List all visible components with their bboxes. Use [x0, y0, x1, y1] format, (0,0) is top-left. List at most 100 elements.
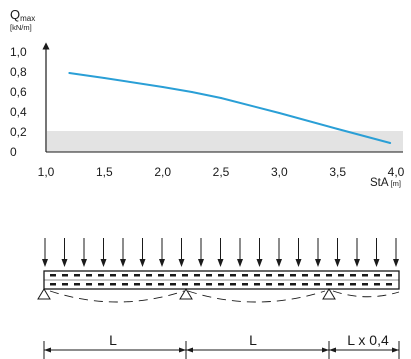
- beam-slot: [326, 274, 332, 277]
- beam-slot: [338, 283, 344, 286]
- beam-slot: [50, 274, 56, 277]
- load-arrow: [217, 238, 224, 267]
- beam-slot: [362, 274, 368, 277]
- load-arrow: [61, 238, 68, 267]
- x-tick-label: 4,0: [388, 165, 405, 179]
- beam-slot: [134, 283, 140, 286]
- load-arrow: [393, 238, 399, 267]
- load-arrow: [178, 238, 185, 267]
- x-axis-label: StA [m]: [370, 177, 401, 189]
- beam-slot: [158, 283, 164, 286]
- beam-slot: [218, 283, 224, 286]
- beam-slot: [74, 274, 80, 277]
- beam-slot: [230, 283, 236, 286]
- beam-slot: [290, 274, 296, 277]
- beam-slot: [206, 283, 212, 286]
- beam-slot: [98, 283, 104, 286]
- data-point: [103, 77, 106, 79]
- data-point: [68, 72, 71, 74]
- beam-slot: [74, 283, 80, 286]
- beam-slot: [314, 283, 320, 286]
- deflection-cantilever: [332, 290, 400, 298]
- support-3: [322, 288, 336, 300]
- beam-slot: [218, 274, 224, 277]
- beam-slot: [62, 283, 68, 286]
- beam-slot: [194, 274, 200, 277]
- beam-slot: [170, 274, 176, 277]
- beam-slot: [182, 274, 188, 277]
- load-arrow: [295, 238, 302, 267]
- x-tick-label: 1,5: [96, 165, 113, 179]
- data-point: [161, 86, 164, 88]
- cantilever-label: L x 0,4: [347, 332, 389, 348]
- x-tick-label: 3,5: [329, 165, 346, 179]
- beam-slot: [158, 274, 164, 277]
- load-arrow: [159, 238, 165, 267]
- load-arrow: [354, 238, 360, 267]
- span-label-1: L: [109, 332, 117, 348]
- beam-slot: [290, 283, 296, 286]
- beam-slot: [110, 274, 116, 277]
- beam-slot: [182, 283, 188, 286]
- beam-slot: [206, 274, 212, 277]
- x-tick-labels: 1,0 1,5 2,0 2,5 3,0 3,5 4,0: [38, 165, 405, 179]
- beam-slot: [266, 283, 272, 286]
- beam-slot: [122, 274, 128, 277]
- beam-slot: [242, 283, 248, 286]
- load-arrow: [139, 238, 146, 267]
- beam-slot: [386, 274, 392, 277]
- beam-slot: [386, 283, 392, 286]
- beam-slot: [302, 283, 308, 286]
- beam-slot: [302, 274, 308, 277]
- x-tick-label: 1,0: [38, 165, 55, 179]
- beam-slot: [122, 283, 128, 286]
- load-arrow: [237, 238, 243, 267]
- span-label-2: L: [249, 332, 257, 348]
- y-tick-labels: 0 0,2 0,4 0,6 0,8 1,0: [10, 45, 27, 159]
- load-arrow: [315, 238, 321, 267]
- beam-slot: [146, 274, 152, 277]
- beam-slot: [134, 274, 140, 277]
- x-tick-label: 3,0: [271, 165, 288, 179]
- beam-slot: [242, 274, 248, 277]
- beam-slot: [314, 274, 320, 277]
- shaded-band: [47, 131, 403, 152]
- y-tick-label: 1,0: [10, 45, 27, 59]
- beam-diagram: L L L x 0,4: [37, 238, 400, 359]
- beam-slot: [326, 283, 332, 286]
- beam-slot: [350, 283, 356, 286]
- beam-slot: [278, 283, 284, 286]
- data-point: [389, 142, 392, 144]
- beam-pattern: [50, 274, 392, 286]
- beam-slot: [254, 283, 260, 286]
- beam-slot: [98, 274, 104, 277]
- deflection-span-1: [49, 290, 185, 303]
- beam-slot: [374, 283, 380, 286]
- dim-arrows-cantilever: [329, 347, 399, 353]
- beam-slot: [230, 274, 236, 277]
- beam-slot: [362, 283, 368, 286]
- chart: Qmax [kN/m] 0 0,2 0,4 0,6 0,8 1,0 1,0 1,5 2,0 2,…: [10, 7, 405, 189]
- load-arrow: [198, 238, 204, 267]
- data-point: [220, 97, 222, 99]
- beam-slot: [266, 274, 272, 277]
- load-arrow: [100, 238, 107, 267]
- beam-slot: [374, 274, 380, 277]
- load-arrows: [42, 238, 399, 267]
- beam-slot: [170, 283, 176, 286]
- x-tick-label: 2,5: [213, 165, 230, 179]
- load-arrow: [256, 238, 263, 267]
- y-tick-label: 0,2: [10, 125, 27, 139]
- load-arrow: [42, 238, 48, 267]
- load-arrow: [334, 238, 341, 267]
- series-line: [69, 72, 391, 144]
- y-tick-label: 0,4: [10, 105, 27, 119]
- data-points: [68, 72, 392, 144]
- y-axis-unit: [kN/m]: [10, 23, 32, 32]
- beam-slot: [50, 283, 56, 286]
- y-tick-label: 0: [10, 145, 17, 159]
- support-1: [37, 288, 51, 300]
- beam-slot: [254, 274, 260, 277]
- support-2: [179, 288, 193, 300]
- load-arrow: [81, 238, 87, 267]
